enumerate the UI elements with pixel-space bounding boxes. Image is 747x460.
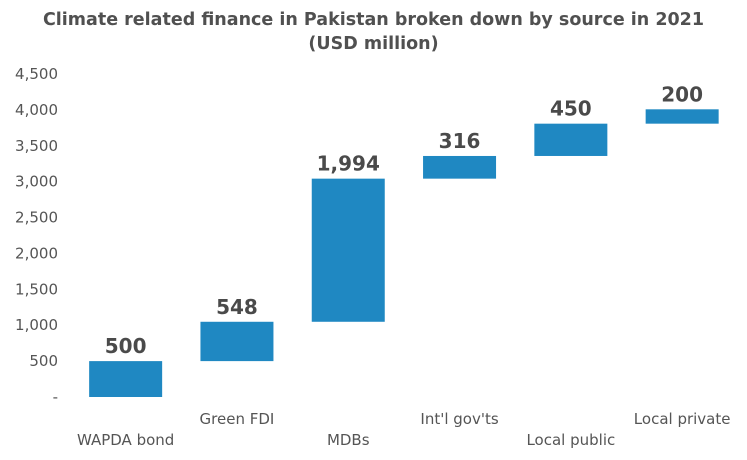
category-label: MDBs (327, 431, 370, 449)
data-label: 548 (216, 295, 258, 319)
bars (89, 109, 719, 397)
y-tick-label: 4,500 (15, 65, 58, 83)
bar (200, 321, 274, 362)
y-tick-label: 3,500 (15, 137, 58, 155)
bar (311, 178, 385, 322)
y-tick-label: 4,000 (15, 101, 58, 119)
data-label: 500 (105, 334, 147, 358)
category-label: Int'l gov'ts (420, 410, 498, 428)
bar (423, 155, 497, 179)
data-label: 316 (439, 129, 481, 153)
data-labels: 500 548 1,994 316 450 200 (105, 82, 703, 358)
bar (534, 123, 608, 156)
chart-title-line-1: Climate related finance in Pakistan brok… (42, 10, 705, 30)
y-tick-label: 1,500 (15, 280, 58, 298)
bar (89, 361, 163, 397)
data-label: 200 (661, 82, 703, 106)
bar (645, 109, 719, 124)
y-axis: - 500 1,000 1,500 2,000 2,500 3,000 3,500 4,000 4… (15, 65, 58, 406)
y-tick-label: 500 (29, 352, 58, 370)
data-label: 1,994 (317, 152, 380, 176)
y-tick-label: 3,000 (15, 173, 58, 191)
category-label: Green FDI (200, 410, 275, 428)
category-label: Local private (634, 410, 731, 428)
y-tick-label: 2,000 (15, 244, 58, 262)
y-tick-label: 1,000 (15, 316, 58, 334)
category-label: WAPDA bond (77, 431, 174, 449)
category-label: Local public (526, 431, 615, 449)
y-tick-label: - (53, 388, 58, 406)
chart-title: Climate related finance in Pakistan brok… (0, 8, 747, 56)
x-axis: WAPDA bond Green FDI MDBs Int'l gov'ts Local… (77, 410, 731, 449)
chart-title-line-2: (USD million) (308, 34, 439, 54)
data-label: 450 (550, 97, 592, 121)
y-tick-label: 2,500 (15, 209, 58, 227)
